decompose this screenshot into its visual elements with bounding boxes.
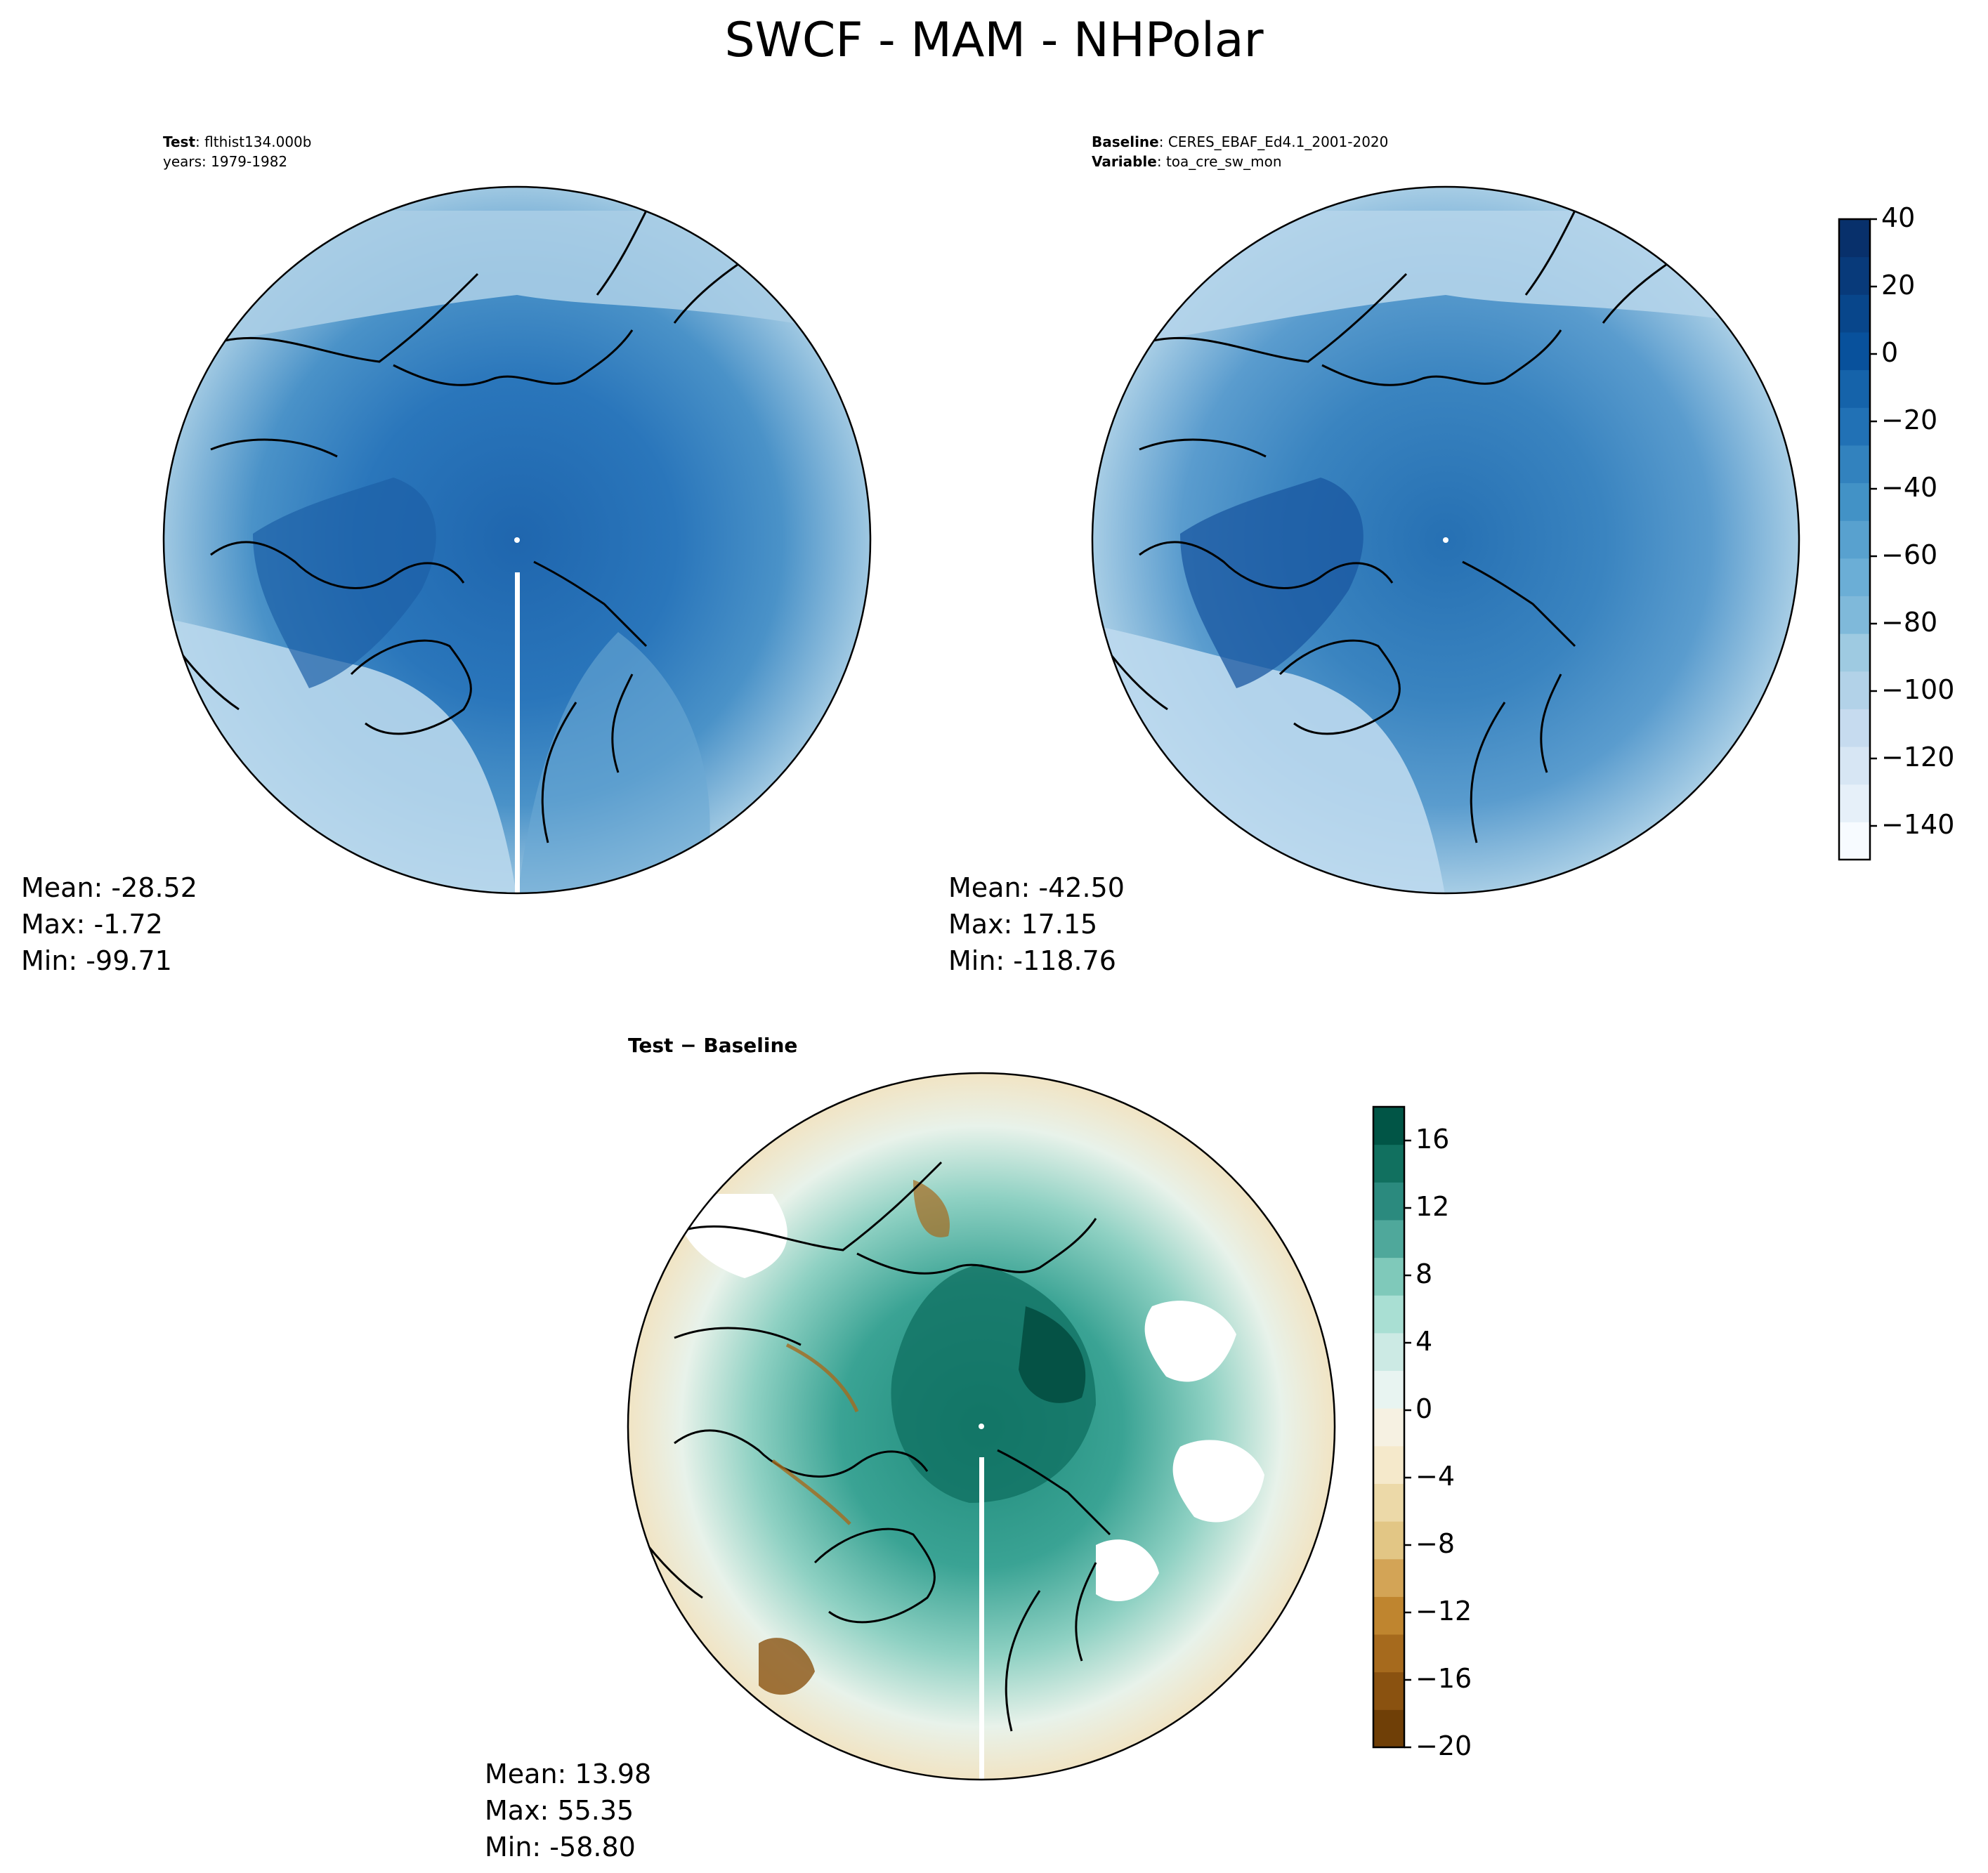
diff-colorbar-segment: [1373, 1332, 1404, 1372]
diff-colorbar-tick-label: 4: [1415, 1326, 1433, 1357]
diff-mean: Mean: 13.98: [485, 1759, 652, 1789]
baseline-colorbar-segment: [1839, 331, 1870, 371]
baseline-colorbar-segment: [1839, 671, 1870, 709]
diff-colorbar-segment: [1373, 1709, 1404, 1748]
diff-colorbar-segment: [1373, 1634, 1404, 1673]
baseline-colorbar-tick-label: 0: [1881, 337, 1899, 368]
baseline-colorbar-segment: [1839, 633, 1870, 672]
diff-colorbar-segment: [1373, 1107, 1404, 1145]
baseline-colorbar-tick-label: −120: [1881, 742, 1955, 773]
diff-colorbar-segment: [1373, 1596, 1404, 1635]
baseline-dataset: CERES_EBAF_Ed4.1_2001-2020: [1168, 133, 1389, 150]
diff-min: Min: -58.80: [485, 1832, 636, 1862]
baseline-colorbar-segment: [1839, 369, 1870, 408]
test-mean: Mean: -28.52: [21, 872, 197, 903]
baseline-colorbar-segment: [1839, 822, 1870, 860]
baseline-colorbar-segment: [1839, 596, 1870, 634]
baseline-colorbar-segment: [1839, 558, 1870, 596]
diff-max: Max: 55.35: [485, 1795, 634, 1826]
diff-colorbar-segment: [1373, 1182, 1404, 1221]
test-case-name: flthist134.000b: [204, 133, 312, 150]
diff-colorbar-segment: [1373, 1219, 1404, 1258]
diff-colorbar-segment: [1373, 1558, 1404, 1597]
baseline-colorbar-segment: [1839, 256, 1870, 295]
baseline-colorbar-tick-label: 20: [1881, 270, 1916, 301]
test-map: [162, 185, 872, 895]
diff-colorbar-segment: [1373, 1445, 1404, 1484]
baseline-colorbar-segment: [1839, 482, 1870, 521]
diff-colorbar-segment: [1373, 1521, 1404, 1560]
diff-colorbar-tick-label: 8: [1415, 1258, 1433, 1289]
diff-colorbar-segment: [1373, 1483, 1404, 1522]
variable-label: Variable: [1092, 153, 1157, 170]
test-subtitle: Test: flthist134.000b years: 1979-1982: [163, 133, 312, 170]
test-max: Max: -1.72: [21, 909, 163, 940]
baseline-colorbar-tick-label: 40: [1881, 202, 1916, 233]
test-min: Min: -99.71: [21, 945, 172, 976]
baseline-colorbar-tick-label: −20: [1881, 405, 1938, 435]
test-stats: Mean: -28.52 Max: -1.72 Min: -99.71: [21, 869, 197, 979]
diff-colorbar-segment: [1373, 1671, 1404, 1710]
test-label: Test: [163, 133, 196, 150]
baseline-colorbar-segment: [1839, 445, 1870, 484]
diff-title: Test − Baseline: [628, 1034, 798, 1057]
baseline-colorbar-segment: [1839, 709, 1870, 747]
diff-colorbar-segment: [1373, 1257, 1404, 1296]
baseline-colorbar-tick-label: −140: [1881, 809, 1955, 840]
baseline-mean: Mean: -42.50: [948, 872, 1125, 903]
baseline-colorbar-segment: [1839, 219, 1870, 258]
diff-colorbar-segment: [1373, 1144, 1404, 1183]
diff-stats: Mean: 13.98 Max: 55.35 Min: -58.80: [485, 1756, 651, 1865]
diff-colorbar-frame: [1372, 1105, 1406, 1749]
diff-colorbar-segment: [1373, 1408, 1404, 1447]
diff-colorbar-tick-label: 16: [1415, 1124, 1450, 1155]
baseline-colorbar-segment: [1839, 294, 1870, 333]
baseline-subtitle: Baseline: CERES_EBAF_Ed4.1_2001-2020 Var…: [1092, 133, 1389, 170]
baseline-colorbar-tick-label: −100: [1881, 674, 1955, 705]
baseline-map: [1091, 185, 1800, 895]
baseline-min: Min: -118.76: [948, 945, 1116, 976]
baseline-colorbar-segment: [1839, 747, 1870, 785]
diff-map: [627, 1072, 1336, 1781]
baseline-label: Baseline: [1092, 133, 1159, 150]
diff-colorbar-segment: [1373, 1370, 1404, 1409]
diff-colorbar-segment: [1373, 1295, 1404, 1334]
test-years: years: 1979-1982: [163, 153, 288, 170]
baseline-colorbar-segment: [1839, 520, 1870, 559]
baseline-colorbar-tick-label: −60: [1881, 539, 1938, 570]
diff-colorbar-tick-label: −16: [1415, 1663, 1472, 1694]
baseline-colorbar-tick-label: −80: [1881, 607, 1938, 638]
baseline-max: Max: 17.15: [948, 909, 1098, 940]
figure-title: SWCF - MAM - NHPolar: [724, 13, 1264, 68]
baseline-stats: Mean: -42.50 Max: 17.15 Min: -118.76: [948, 869, 1125, 979]
diff-colorbar: [1372, 1105, 1411, 1749]
diff-colorbar-tick-label: −8: [1415, 1528, 1456, 1559]
baseline-colorbar-segment: [1839, 407, 1870, 446]
baseline-colorbar-segment: [1839, 784, 1870, 822]
diff-colorbar-tick-label: −12: [1415, 1596, 1472, 1626]
diff-colorbar-tick-label: −4: [1415, 1461, 1456, 1492]
diff-colorbar-tick-label: −20: [1415, 1730, 1472, 1761]
baseline-colorbar: [1838, 218, 1877, 861]
diff-colorbar-tick-label: 0: [1415, 1393, 1433, 1424]
diff-colorbar-tick-label: 12: [1415, 1191, 1450, 1222]
baseline-colorbar-tick-label: −40: [1881, 472, 1938, 503]
baseline-colorbar-frame: [1838, 218, 1871, 861]
variable-name: toa_cre_sw_mon: [1165, 153, 1282, 170]
